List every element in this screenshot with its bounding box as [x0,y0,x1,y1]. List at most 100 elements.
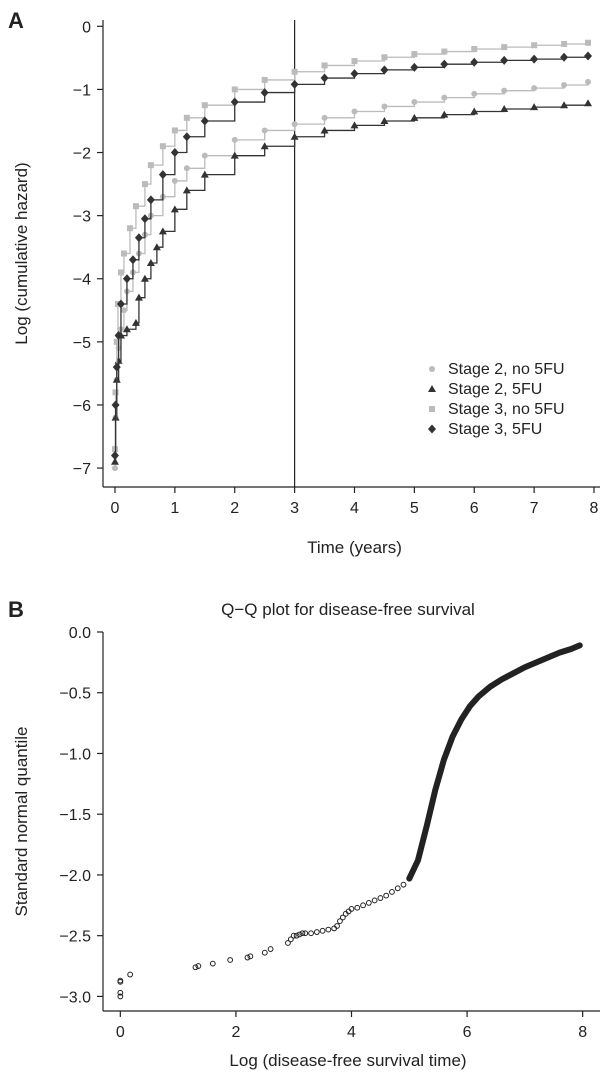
x-axis-label: Log (disease-free survival time) [229,1051,466,1070]
series-4-point [146,195,155,205]
data-point [290,932,297,939]
series-2-point [134,293,143,301]
x-tick-label: 7 [530,500,539,517]
data-point [365,899,372,906]
series-4-point [158,170,167,180]
series-3-point [351,58,358,65]
series-4-point [128,255,137,265]
panel-letter-b: B [8,597,24,622]
data-point [244,954,251,961]
series-3-point [321,62,328,69]
x-tick-label: 8 [578,1024,587,1041]
data-point [313,929,320,935]
y-tick-label: −2.0 [59,868,91,885]
series-1-point [471,90,478,97]
data-point [389,889,395,895]
series-1-point [111,465,118,472]
y-tick-label: 0 [82,19,91,36]
series-4-point [134,233,143,243]
series-4-point [110,450,119,460]
series-3-point [561,40,568,47]
series-4-point [140,214,149,224]
series-3-point [261,76,268,83]
series-2-point [560,101,569,109]
y-tick-label: −3.0 [59,989,91,1006]
data-point [296,931,303,938]
x-tick-label: 6 [470,500,479,517]
series-3-point [231,86,238,93]
series-3-point [113,338,120,345]
legend-label-3: Stage 3, no 5FU [448,401,565,418]
data-point [192,964,199,971]
series-3-point [201,102,208,109]
series-4-point [122,274,131,284]
legend-marker-2 [428,385,436,392]
data-point [117,993,124,1000]
series-2-point [290,132,299,140]
series-1-point [291,121,298,128]
series-2-point [320,126,329,134]
series-3-point [147,162,154,169]
x-tick-label: 4 [347,1024,356,1041]
series-2-point [146,258,155,266]
series-3-point [132,203,139,210]
series-2-point [584,99,593,107]
y-axis-label: Standard normal quantile [12,727,31,917]
data-point [377,895,384,901]
y-tick-label: −3 [73,209,91,226]
data-point [354,904,361,911]
legend-marker-1 [429,366,435,372]
series-1-point [585,78,592,85]
x-tick-label: 6 [463,1024,472,1041]
series-1-point [501,87,508,94]
x-axis-label: Time (years) [307,538,402,557]
series-line-2 [114,103,589,463]
data-point [287,936,294,943]
series-3-point [471,46,478,53]
data-point [348,906,355,912]
data-point [209,960,216,967]
legend-label-2: Stage 2, 5FU [448,381,542,398]
series-2-point [182,186,191,194]
data-point [360,902,366,909]
series-4-point [560,52,569,62]
series-4-point [170,148,179,158]
data-point [302,930,309,937]
series-2-point [152,243,161,251]
series-3-point [531,42,538,49]
x-tick-label: 2 [230,500,239,517]
x-tick-label: 0 [111,500,120,517]
data-point [325,926,332,933]
series-1-point [231,136,238,143]
series-2-point [131,318,140,326]
x-tick-label: 3 [290,500,299,517]
series-4-point [290,79,299,89]
series-4-point [182,132,191,142]
data-point [293,932,300,939]
series-1-point [171,177,178,184]
x-tick-label: 1 [170,500,179,517]
series-4-point [350,69,359,79]
series-3-point [126,225,133,232]
series-2-point [500,104,509,112]
data-point [285,940,291,946]
series-3-point [171,127,178,134]
chart-title: Q−Q plot for disease-free survival [221,600,475,619]
data-point [267,946,274,952]
y-tick-label: −2 [73,146,91,163]
series-2-point [440,110,449,118]
series-2-point [410,113,419,121]
series-1-point [183,165,190,172]
series-1-point [351,108,358,115]
data-point [299,930,306,937]
series-1-point [201,152,208,159]
series-4-point [500,55,509,65]
series-2-point [200,170,209,178]
series-2-point [260,142,269,150]
series-4-point [200,116,209,126]
data-point [117,978,124,985]
series-3-point [159,143,166,150]
series-2-point [122,325,131,333]
series-4-point [530,54,539,64]
y-tick-label: −4 [73,272,91,289]
